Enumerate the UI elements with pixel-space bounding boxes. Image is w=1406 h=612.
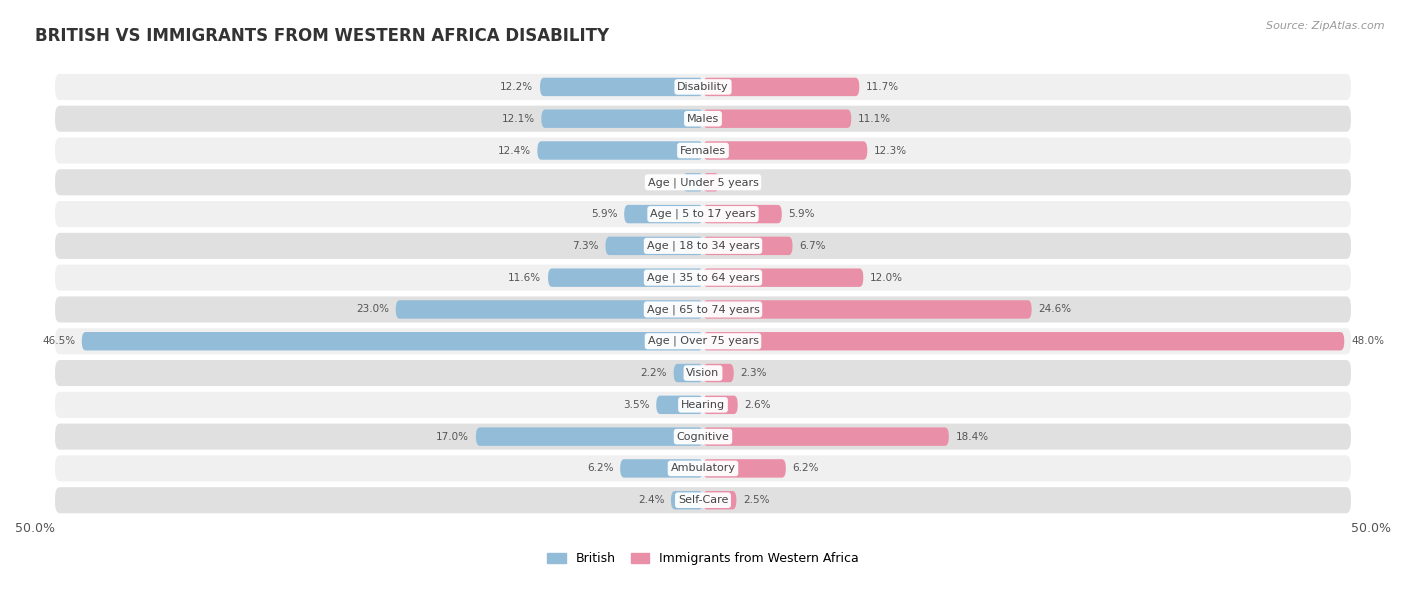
FancyBboxPatch shape [55, 106, 1351, 132]
Text: 12.0%: 12.0% [870, 273, 903, 283]
Text: Source: ZipAtlas.com: Source: ZipAtlas.com [1267, 21, 1385, 31]
FancyBboxPatch shape [395, 300, 703, 319]
FancyBboxPatch shape [703, 173, 718, 192]
FancyBboxPatch shape [703, 205, 782, 223]
FancyBboxPatch shape [548, 269, 703, 287]
Text: 2.5%: 2.5% [744, 495, 769, 505]
FancyBboxPatch shape [703, 300, 1032, 319]
Text: 11.7%: 11.7% [866, 82, 898, 92]
FancyBboxPatch shape [55, 233, 1351, 259]
Text: 1.2%: 1.2% [725, 177, 752, 187]
FancyBboxPatch shape [703, 395, 738, 414]
FancyBboxPatch shape [55, 264, 1351, 291]
Text: 3.5%: 3.5% [623, 400, 650, 410]
FancyBboxPatch shape [703, 364, 734, 382]
FancyBboxPatch shape [703, 78, 859, 96]
FancyBboxPatch shape [703, 332, 1344, 351]
Text: Age | 18 to 34 years: Age | 18 to 34 years [647, 241, 759, 251]
Text: 5.9%: 5.9% [789, 209, 815, 219]
FancyBboxPatch shape [55, 424, 1351, 450]
FancyBboxPatch shape [703, 269, 863, 287]
FancyBboxPatch shape [475, 427, 703, 446]
Text: Age | Over 75 years: Age | Over 75 years [648, 336, 758, 346]
Text: 46.5%: 46.5% [42, 336, 75, 346]
Text: 48.0%: 48.0% [1351, 336, 1384, 346]
FancyBboxPatch shape [55, 328, 1351, 354]
FancyBboxPatch shape [703, 491, 737, 509]
Legend: British, Immigrants from Western Africa: British, Immigrants from Western Africa [547, 552, 859, 565]
FancyBboxPatch shape [55, 296, 1351, 323]
Text: Ambulatory: Ambulatory [671, 463, 735, 474]
FancyBboxPatch shape [55, 455, 1351, 482]
FancyBboxPatch shape [620, 459, 703, 477]
Text: 1.5%: 1.5% [650, 177, 676, 187]
Text: Age | 35 to 64 years: Age | 35 to 64 years [647, 272, 759, 283]
Text: Cognitive: Cognitive [676, 431, 730, 442]
FancyBboxPatch shape [55, 170, 1351, 195]
Text: 12.3%: 12.3% [875, 146, 907, 155]
FancyBboxPatch shape [703, 237, 793, 255]
Text: 2.6%: 2.6% [744, 400, 770, 410]
Text: Hearing: Hearing [681, 400, 725, 410]
FancyBboxPatch shape [82, 332, 703, 351]
FancyBboxPatch shape [703, 110, 851, 128]
Text: Disability: Disability [678, 82, 728, 92]
Text: 7.3%: 7.3% [572, 241, 599, 251]
Text: 24.6%: 24.6% [1039, 304, 1071, 315]
Text: Females: Females [681, 146, 725, 155]
FancyBboxPatch shape [540, 78, 703, 96]
Text: Age | 5 to 17 years: Age | 5 to 17 years [650, 209, 756, 219]
Text: BRITISH VS IMMIGRANTS FROM WESTERN AFRICA DISABILITY: BRITISH VS IMMIGRANTS FROM WESTERN AFRIC… [35, 28, 609, 45]
FancyBboxPatch shape [55, 74, 1351, 100]
FancyBboxPatch shape [606, 237, 703, 255]
Text: 2.3%: 2.3% [741, 368, 766, 378]
Text: 5.9%: 5.9% [591, 209, 617, 219]
FancyBboxPatch shape [671, 491, 703, 509]
FancyBboxPatch shape [624, 205, 703, 223]
Text: 12.2%: 12.2% [501, 82, 533, 92]
Text: 2.2%: 2.2% [640, 368, 666, 378]
Text: 2.4%: 2.4% [638, 495, 664, 505]
Text: 12.4%: 12.4% [498, 146, 530, 155]
Text: Males: Males [688, 114, 718, 124]
Text: 6.2%: 6.2% [793, 463, 820, 474]
FancyBboxPatch shape [55, 487, 1351, 513]
Text: 12.1%: 12.1% [502, 114, 534, 124]
FancyBboxPatch shape [55, 392, 1351, 418]
Text: Vision: Vision [686, 368, 720, 378]
FancyBboxPatch shape [703, 141, 868, 160]
FancyBboxPatch shape [703, 427, 949, 446]
Text: 23.0%: 23.0% [356, 304, 389, 315]
FancyBboxPatch shape [55, 360, 1351, 386]
FancyBboxPatch shape [541, 110, 703, 128]
FancyBboxPatch shape [55, 138, 1351, 163]
Text: 11.1%: 11.1% [858, 114, 891, 124]
Text: 18.4%: 18.4% [956, 431, 988, 442]
Text: 6.2%: 6.2% [586, 463, 613, 474]
Text: 17.0%: 17.0% [436, 431, 470, 442]
FancyBboxPatch shape [703, 459, 786, 477]
Text: Age | Under 5 years: Age | Under 5 years [648, 177, 758, 187]
FancyBboxPatch shape [683, 173, 703, 192]
FancyBboxPatch shape [55, 201, 1351, 227]
Text: 11.6%: 11.6% [508, 273, 541, 283]
Text: Self-Care: Self-Care [678, 495, 728, 505]
FancyBboxPatch shape [673, 364, 703, 382]
FancyBboxPatch shape [657, 395, 703, 414]
FancyBboxPatch shape [537, 141, 703, 160]
Text: 6.7%: 6.7% [799, 241, 825, 251]
Text: Age | 65 to 74 years: Age | 65 to 74 years [647, 304, 759, 315]
